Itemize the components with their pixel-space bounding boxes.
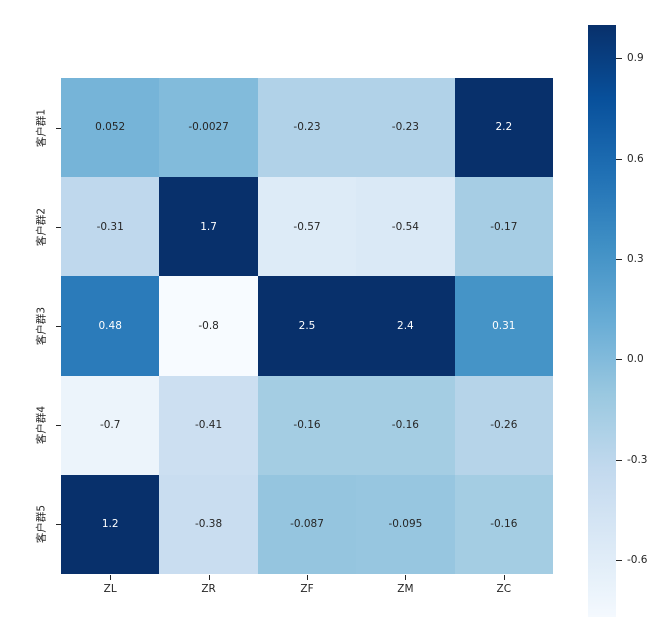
axis-tick-mark: [616, 359, 622, 360]
heatmap-cell: -0.087: [257, 474, 357, 574]
cell-value-label: -0.41: [195, 418, 223, 431]
axis-tick-mark: [405, 575, 407, 580]
cell-value-label: -0.087: [290, 518, 324, 531]
cell-value-label: 1.2: [101, 518, 119, 531]
heatmap-cell: 0.052: [61, 78, 160, 178]
heatmap-cell: -0.26: [454, 375, 553, 475]
axis-tick-mark: [110, 575, 112, 580]
x-tick-label: ZM: [397, 583, 414, 595]
heatmap-cell: 2.5: [257, 276, 357, 376]
colorbar-tick-label: 0.3: [627, 253, 644, 266]
cell-value-label: -0.16: [490, 518, 518, 531]
y-tick-label: 客户群4: [35, 406, 48, 445]
cell-value-label: -0.23: [293, 121, 321, 134]
heatmap-cell: -0.16: [257, 375, 357, 475]
cell-value-label: -0.31: [96, 220, 124, 233]
axis-tick-mark: [56, 226, 61, 228]
axis-tick-mark: [56, 425, 61, 427]
heatmap-cell: -0.23: [356, 78, 455, 178]
cell-value-label: -0.8: [198, 319, 219, 332]
axis-tick-mark: [56, 127, 61, 129]
heatmap-cell: 2.4: [356, 276, 455, 376]
heatmap-cell: -0.17: [454, 177, 553, 277]
heatmap-cell: -0.16: [454, 474, 553, 574]
x-tick-label: ZC: [496, 583, 512, 595]
heatmap-cell: -0.54: [356, 177, 455, 277]
colorbar-tick-label: 0.0: [627, 353, 644, 366]
y-tick-label: 客户群5: [35, 505, 48, 544]
heatmap-cell: -0.31: [61, 177, 160, 277]
axis-tick-mark: [56, 326, 61, 327]
heatmap-cell: 2.2: [454, 78, 553, 178]
heatmap-cell: 1.7: [159, 177, 258, 277]
cell-value-label: -0.7: [99, 418, 121, 431]
cell-value-label: -0.0027: [188, 121, 229, 134]
cell-value-label: 0.48: [98, 319, 122, 332]
y-tick-label: 客户群1: [35, 108, 48, 147]
colorbar-tick-label: -0.6: [627, 554, 648, 567]
heatmap-cell: -0.0027: [159, 78, 258, 178]
axis-tick-mark: [307, 575, 308, 580]
axis-tick-mark: [503, 575, 505, 580]
axis-tick-mark: [616, 259, 622, 260]
cell-value-label: 1.7: [200, 220, 217, 233]
cell-value-label: 2.4: [397, 319, 414, 332]
heatmap-cell: -0.7: [61, 375, 160, 475]
axis-tick-mark: [616, 159, 622, 160]
x-tick-label: ZF: [300, 583, 314, 595]
axis-tick-mark: [616, 460, 622, 461]
heatmap-cell: -0.41: [159, 375, 258, 475]
colorbar-tick-label: 0.9: [627, 52, 644, 65]
heatmap-cell: 0.48: [61, 276, 160, 376]
heatmap-grid: 0.052 -0.0027 -0.23 -0.23 2.2 -0.31 1.7 -0.57 -0…: [61, 78, 553, 574]
axis-tick-mark: [56, 524, 61, 526]
cell-value-label: 0.052: [95, 121, 126, 134]
heatmap-cell: -0.16: [356, 375, 455, 475]
heatmap-cell: -0.23: [257, 78, 357, 178]
y-tick-label: 客户群2: [35, 207, 48, 246]
colorbar: [588, 25, 616, 617]
cell-value-label: 2.5: [298, 319, 316, 332]
heatmap-cell: -0.095: [356, 474, 455, 574]
axis-tick-mark: [616, 560, 622, 561]
heatmap-cell: 0.31: [454, 276, 553, 376]
x-tick-label: ZR: [201, 583, 216, 595]
cell-value-label: -0.57: [293, 220, 321, 233]
cell-value-label: -0.23: [391, 121, 419, 134]
x-tick-label: ZL: [103, 583, 117, 595]
axis-tick-mark: [616, 58, 622, 59]
colorbar-tick-label: -0.3: [627, 453, 648, 466]
cell-value-label: -0.54: [391, 220, 419, 233]
cell-value-label: 0.31: [492, 319, 516, 332]
cell-value-label: -0.38: [195, 518, 223, 531]
cell-value-label: -0.095: [388, 518, 423, 531]
heatmap-cell: -0.57: [257, 177, 357, 277]
cell-value-label: -0.17: [490, 220, 518, 233]
heatmap-cell: 1.2: [61, 474, 160, 574]
heatmap-cell: -0.38: [159, 474, 258, 574]
colorbar-tick-label: 0.6: [627, 152, 644, 165]
heatmap-cell: -0.8: [159, 276, 258, 376]
y-tick-label: 客户群3: [35, 306, 48, 346]
cell-value-label: -0.26: [490, 418, 518, 431]
cell-value-label: -0.16: [391, 418, 419, 431]
cell-value-label: 2.2: [495, 121, 513, 134]
axis-tick-mark: [208, 575, 210, 580]
cell-value-label: -0.16: [293, 418, 321, 431]
